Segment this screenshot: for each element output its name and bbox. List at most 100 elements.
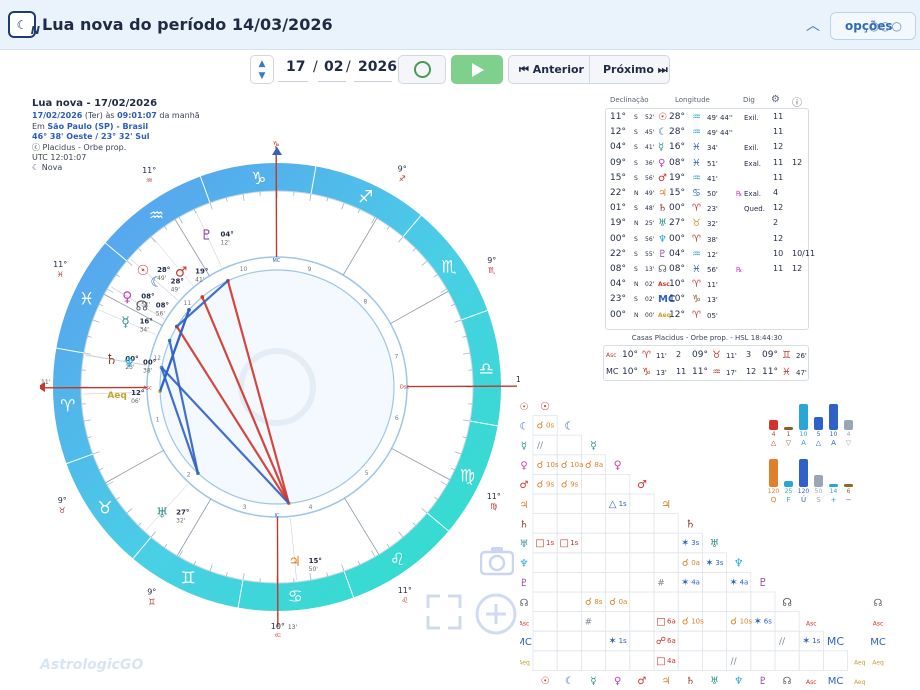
declination-direction: N <box>634 281 639 289</box>
stat-symbol: F <box>786 496 791 504</box>
expand-icon[interactable] <box>424 592 464 632</box>
degree-tick <box>421 508 428 514</box>
aspect-diagonal-label: Asc <box>806 620 817 627</box>
sign-divider <box>105 242 128 262</box>
sign-divider <box>237 579 244 608</box>
sign-divider <box>310 166 317 195</box>
planet-glyph: ♆ <box>123 356 136 372</box>
cusp-sign: ♍ <box>490 502 497 511</box>
info-icon[interactable]: ⓘ <box>792 98 802 109</box>
planet-degree: 15° <box>309 557 322 565</box>
degree-tick <box>386 226 390 230</box>
planet-glyph: ♆ <box>658 233 667 245</box>
houses-table: Asc 10° ♈ 11' 2 09° ♉ 11' 3 09° ♊ 26' MC 10° ♑ 13' 11 11°… <box>603 345 809 381</box>
degree-tick <box>309 573 312 581</box>
planet-glyph: ♃ <box>658 188 667 199</box>
declination-direction: N <box>634 311 639 319</box>
aspect-cell <box>629 611 655 632</box>
declination-minutes: 45' <box>645 129 655 137</box>
degree-tick <box>107 481 114 486</box>
zodiac-sign-glyph: ♈ <box>60 396 75 416</box>
location-button[interactable] <box>398 55 446 84</box>
aspect-orb: 0s <box>546 422 554 430</box>
cusp-minutes: 13' <box>288 624 298 631</box>
add-icon[interactable] <box>474 592 518 636</box>
chart-weekday: (Ter) às <box>84 111 115 121</box>
aspect-cell <box>701 650 727 671</box>
cusp-sign: ♒ <box>146 176 153 185</box>
longitude-sign: ♒ <box>692 112 701 123</box>
stat-bar <box>799 459 808 487</box>
declination-degrees: 01° <box>610 203 626 214</box>
planet-leader <box>85 354 147 366</box>
chevron-up-icon[interactable]: ︿ <box>806 18 820 34</box>
house-degree: 10° <box>622 350 638 360</box>
planet-table-row: 22° N 49' ♃ 15° ♋ 50' ℞ Exal. 4 <box>606 188 810 203</box>
next-button[interactable]: Próximo ⏭ <box>603 56 668 83</box>
play-button[interactable] <box>451 55 503 84</box>
planet-minutes: 34' <box>140 326 150 333</box>
longitude-degrees: 15° <box>669 188 685 198</box>
house-cusp-line <box>390 291 449 324</box>
aspect-orb: 4a <box>667 657 676 665</box>
house-cusp-line <box>176 498 212 556</box>
longitude-sign: ♒ <box>692 248 701 260</box>
month-input[interactable]: 02 <box>324 59 344 75</box>
longitude-sign: ♉ <box>692 218 701 230</box>
house-degree: 11° <box>762 367 778 377</box>
planet-glyph: ♃ <box>288 554 301 570</box>
aspect-row-label: ♅ <box>520 539 528 550</box>
play-icon <box>472 63 484 77</box>
aspect-symbol: □ <box>535 538 544 549</box>
planet-glyph: ♂ <box>175 265 188 281</box>
aspect-cell <box>532 630 558 652</box>
house-degree: 09° <box>762 350 778 360</box>
aspect-line <box>168 340 200 474</box>
zodiac-sign-glyph: ♌ <box>390 550 405 570</box>
house-minutes: 47' <box>796 369 807 377</box>
declination-degrees: 00° <box>610 309 626 320</box>
house-degree: 09° <box>692 350 708 360</box>
camera-icon[interactable] <box>480 546 514 576</box>
planet-glyph: ☿ <box>658 142 665 154</box>
chart-coords: 46° 38' Oeste / 23° 32' Sul <box>32 132 150 142</box>
longitude-minutes: 41' <box>707 174 718 183</box>
degree-tick <box>412 522 416 526</box>
mc-label: MC <box>273 258 281 264</box>
aspect-col-label: ☿ <box>590 676 596 687</box>
aspect-orb: 10s <box>546 461 559 469</box>
planet-degree: 27° <box>176 508 189 516</box>
aspect-col-label: ☊ <box>783 676 792 687</box>
aspect-diagonal-label: ♂ <box>637 478 647 491</box>
planet-glyph: Aeq <box>658 311 672 319</box>
longitude-degrees: 00° <box>669 203 685 214</box>
aspect-orb: 6a <box>667 618 676 626</box>
zodiac-sign-glyph: ♒ <box>149 206 164 226</box>
chart-info-title: Lua nova - 17/02/2026 <box>32 98 158 109</box>
cusp-degree: 9° <box>147 588 156 597</box>
sign-divider <box>66 453 93 465</box>
house-degree: 11° <box>692 367 708 377</box>
day-input[interactable]: 17 <box>286 59 306 75</box>
aspect-orb: 1s <box>812 637 820 645</box>
planet-leader <box>83 391 146 395</box>
aspect-cell <box>701 571 727 593</box>
previous-button[interactable]: ⏮ Anterior <box>519 56 584 83</box>
aspect-orb: 9s <box>570 480 578 488</box>
planet-glyph: ☊ <box>135 298 147 314</box>
planet-table-body: 11° S 52' ☉ 28° ♒ 49' 44'' Exil. 11 12° S 45' ☾ 28° ♒ 4… <box>605 108 815 330</box>
aspect-cell <box>653 552 679 573</box>
year-input[interactable]: 2026 <box>358 59 397 75</box>
moon-phase-label: Nova <box>41 163 63 173</box>
zodiac-sign-glyph: ♍ <box>460 467 475 487</box>
settings-gear-icon[interactable]: ⚙ <box>771 94 780 105</box>
house-number: 6 <box>395 415 399 422</box>
options-button[interactable]: opções ○○○ <box>830 12 916 40</box>
date-stepper[interactable]: ▲ ▼ <box>250 55 274 84</box>
element-stats: 4 △ 1 ▽ 10 A 5 △ 10 A 4 ▽ 120 Q 25 F 120 Ú 50 S 14 +6− <box>766 399 876 509</box>
aspect-symbol: ✶ <box>729 577 737 588</box>
longitude-degrees: 28° <box>669 112 685 122</box>
longitude-degrees: 19° <box>669 172 685 183</box>
house-label: MC <box>606 367 619 376</box>
natal-wheel: ♈♉♊♋♌♍♎♏♐♑♒♓110°♈11'29°♉39°♊410°♋13'511°… <box>40 137 520 637</box>
